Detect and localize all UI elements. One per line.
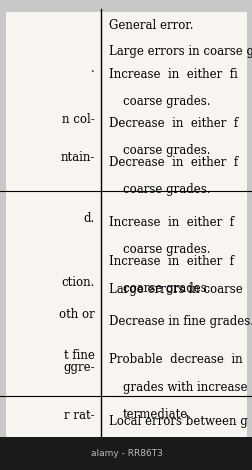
Text: alamy - RR86T3: alamy - RR86T3 [90, 449, 162, 458]
Text: Probable  decrease  in: Probable decrease in [108, 353, 241, 367]
Text: Decrease  in  either  f: Decrease in either f [108, 156, 237, 169]
Bar [0, 437, 252, 470]
Text: coarse grades.: coarse grades. [122, 183, 209, 196]
Text: coarse grades.: coarse grades. [122, 243, 209, 257]
Text: Decrease  in  either  f: Decrease in either f [108, 117, 237, 130]
Text: t fine: t fine [64, 349, 94, 362]
Text: .: . [91, 62, 94, 75]
Text: ggre-: ggre- [63, 361, 94, 374]
Text: ntain-: ntain- [60, 151, 94, 164]
Text: d.: d. [83, 212, 94, 225]
Text: Increase  in  either  f: Increase in either f [108, 255, 233, 268]
Text: coarse grades.: coarse grades. [122, 282, 209, 295]
Text: Local errors between g: Local errors between g [108, 446, 246, 460]
Text: Increase  in  either  fi: Increase in either fi [108, 68, 237, 81]
Text: Large errors in coarse: Large errors in coarse [108, 283, 242, 296]
Text: Decrease in fine grades.: Decrease in fine grades. [108, 315, 252, 328]
Text: n col-: n col- [62, 113, 94, 126]
Text: ction.: ction. [61, 275, 94, 289]
Text: General error.: General error. [108, 19, 193, 32]
Text: gs.: gs. [77, 441, 94, 454]
Text: Large errors in coarse g: Large errors in coarse g [108, 45, 252, 58]
Text: coarse grades.: coarse grades. [122, 95, 209, 108]
Text: r rat-: r rat- [64, 409, 94, 423]
Text: oth or: oth or [59, 308, 94, 321]
Text: termediate.: termediate. [122, 408, 191, 421]
Text: coarse grades.: coarse grades. [122, 144, 209, 157]
Text: Increase  in  either  f: Increase in either f [108, 216, 233, 229]
Text: grades with increase: grades with increase [122, 381, 246, 394]
Text: Local errors between g: Local errors between g [108, 415, 246, 428]
